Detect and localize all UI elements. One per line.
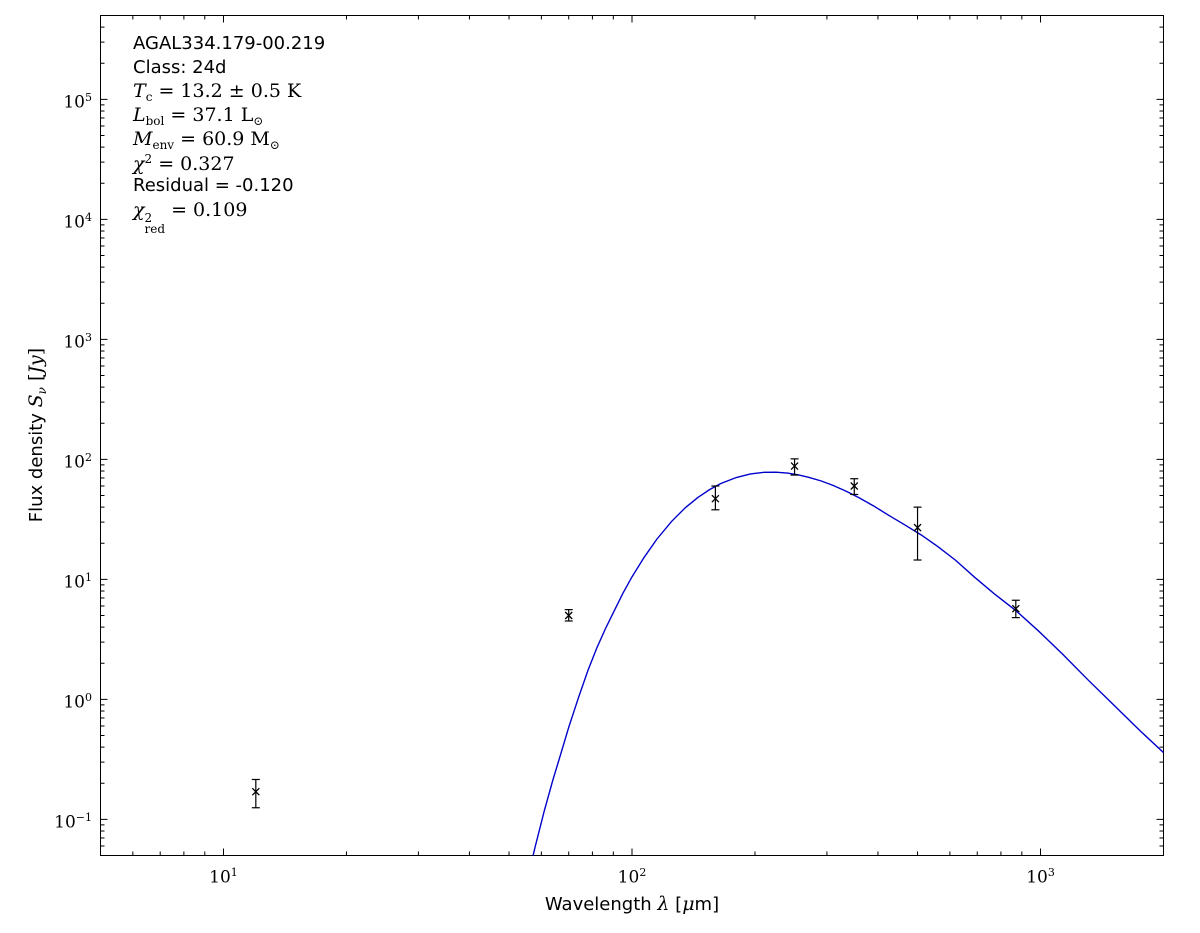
model-curve [532,471,1164,856]
data-point [251,778,260,809]
x-marker [850,482,859,490]
x-marker [790,462,799,470]
text-segment: [ [669,894,683,915]
axes-frame [100,15,1164,856]
x-axis-label: Wavelength λ [μm] [350,893,914,915]
text-segment: ν [35,387,49,395]
text-segment: S [25,394,47,408]
x-marker [1011,604,1020,613]
text-segment: Jy [25,355,47,374]
x-marker [251,787,260,796]
data-point [850,478,859,496]
data-point [790,458,799,476]
x-marker [564,611,573,620]
x-marker [913,523,922,532]
text-segment: ] [25,347,47,356]
data-point [711,485,720,511]
data-point [1011,599,1020,619]
data-point [913,506,922,561]
x-marker [711,494,720,503]
text-segment: m] [694,894,720,915]
data-point [564,608,573,622]
text-segment: λ [657,893,670,915]
text-segment: Wavelength [544,894,658,915]
text-segment: [ [25,373,47,388]
text-segment: Flux density [26,407,47,523]
text-segment: μ [682,893,695,915]
y-axis-label: Flux density Sν [Jy] [25,348,49,522]
